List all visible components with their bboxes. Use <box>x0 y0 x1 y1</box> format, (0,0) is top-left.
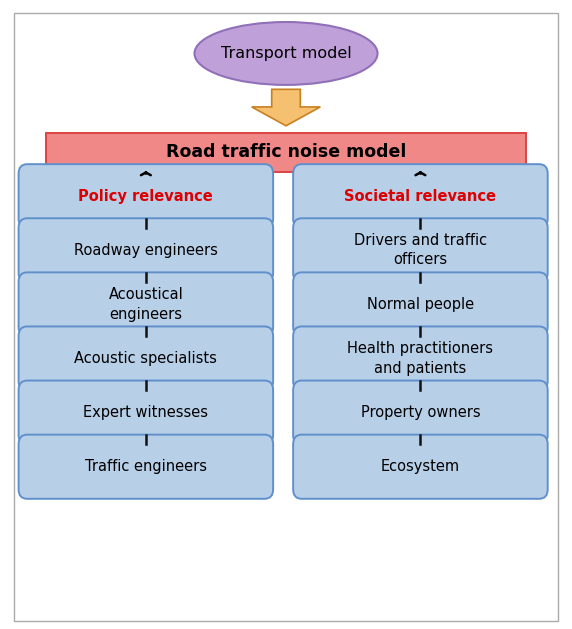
FancyBboxPatch shape <box>19 218 273 282</box>
Ellipse shape <box>194 22 378 85</box>
Text: Policy relevance: Policy relevance <box>78 189 213 204</box>
FancyBboxPatch shape <box>293 326 547 391</box>
Text: Expert witnesses: Expert witnesses <box>84 405 208 420</box>
FancyBboxPatch shape <box>293 381 547 445</box>
FancyBboxPatch shape <box>293 218 547 282</box>
FancyBboxPatch shape <box>19 326 273 391</box>
FancyBboxPatch shape <box>293 272 547 337</box>
FancyBboxPatch shape <box>19 164 273 228</box>
Text: Normal people: Normal people <box>367 297 474 312</box>
Text: Drivers and traffic
officers: Drivers and traffic officers <box>354 233 487 267</box>
Text: Road traffic noise model: Road traffic noise model <box>166 143 406 161</box>
FancyBboxPatch shape <box>46 133 526 172</box>
Polygon shape <box>252 89 320 126</box>
FancyBboxPatch shape <box>14 13 558 621</box>
Text: Transport model: Transport model <box>221 46 351 61</box>
FancyBboxPatch shape <box>293 164 547 228</box>
FancyBboxPatch shape <box>293 435 547 499</box>
Text: Traffic engineers: Traffic engineers <box>85 459 207 474</box>
Text: Acoustic specialists: Acoustic specialists <box>74 351 217 366</box>
Text: Property owners: Property owners <box>360 405 480 420</box>
FancyBboxPatch shape <box>19 435 273 499</box>
Text: Societal relevance: Societal relevance <box>344 189 496 204</box>
Text: Health practitioners
and patients: Health practitioners and patients <box>347 342 494 376</box>
Text: Ecosystem: Ecosystem <box>381 459 460 474</box>
Text: Acoustical
engineers: Acoustical engineers <box>109 287 183 321</box>
FancyBboxPatch shape <box>19 272 273 337</box>
FancyBboxPatch shape <box>19 381 273 445</box>
Text: Roadway engineers: Roadway engineers <box>74 243 218 258</box>
